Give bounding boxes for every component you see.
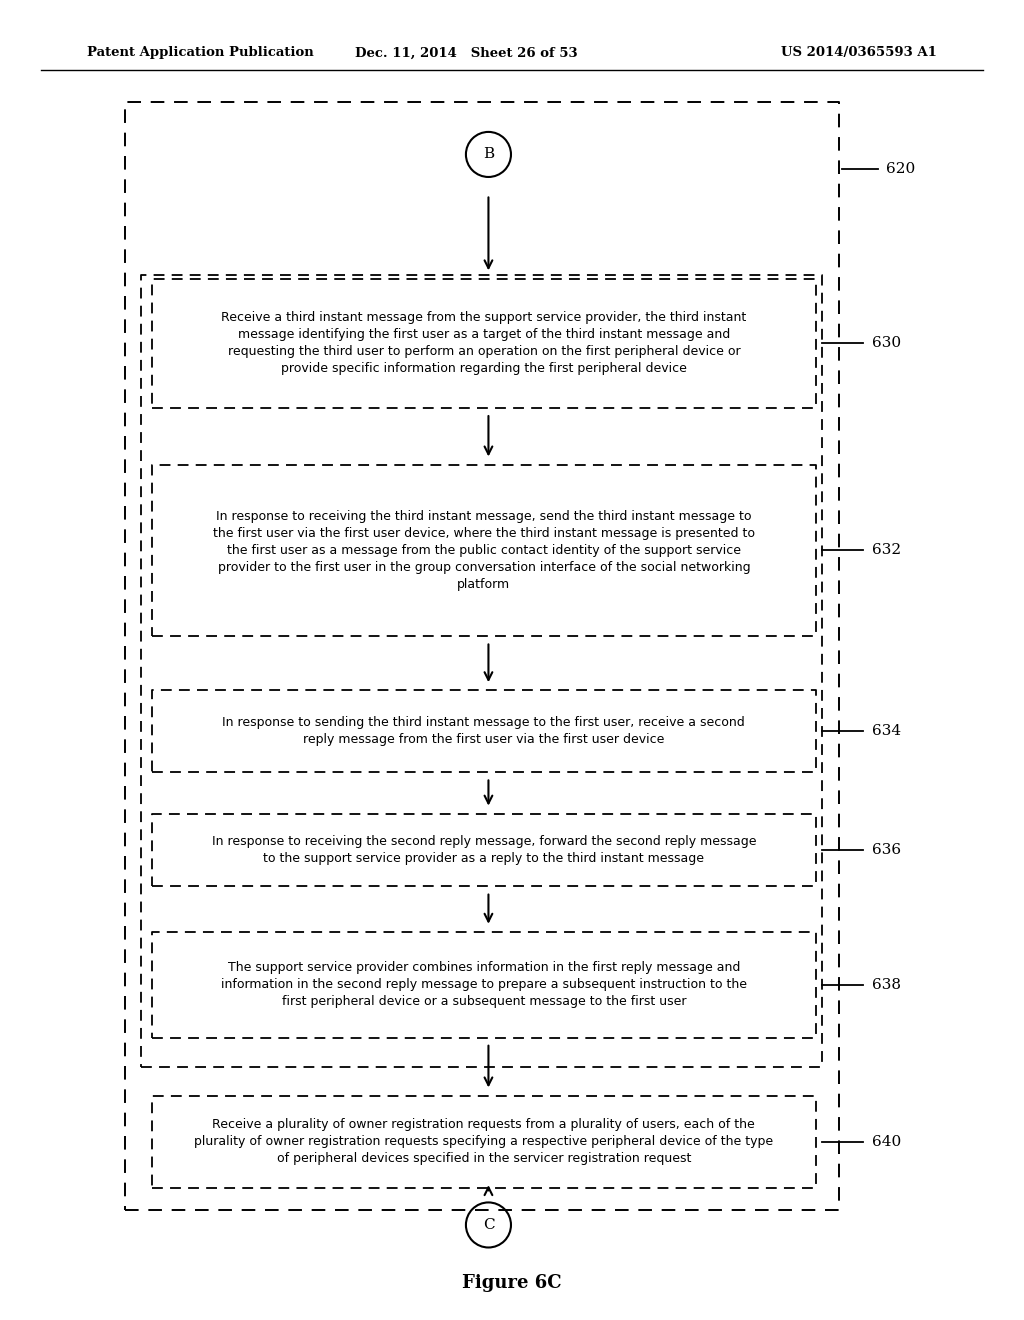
Text: US 2014/0365593 A1: US 2014/0365593 A1: [781, 46, 937, 59]
Text: 636: 636: [872, 843, 901, 857]
Text: Dec. 11, 2014   Sheet 26 of 53: Dec. 11, 2014 Sheet 26 of 53: [354, 46, 578, 59]
Text: B: B: [483, 148, 494, 161]
Text: Patent Application Publication: Patent Application Publication: [87, 46, 313, 59]
Text: In response to receiving the third instant message, send the third instant messa: In response to receiving the third insta…: [213, 510, 755, 591]
Text: Receive a plurality of owner registration requests from a plurality of users, ea: Receive a plurality of owner registratio…: [195, 1118, 773, 1166]
Text: 638: 638: [872, 978, 901, 991]
Text: In response to sending the third instant message to the first user, receive a se: In response to sending the third instant…: [222, 717, 745, 746]
Text: 630: 630: [872, 337, 901, 350]
Text: In response to receiving the second reply message, forward the second reply mess: In response to receiving the second repl…: [212, 836, 756, 865]
Text: 640: 640: [872, 1135, 902, 1148]
Text: 632: 632: [872, 544, 901, 557]
Text: 620: 620: [886, 162, 915, 176]
Text: Receive a third instant message from the support service provider, the third ins: Receive a third instant message from the…: [221, 312, 746, 375]
Text: C: C: [482, 1218, 495, 1232]
Text: Figure 6C: Figure 6C: [462, 1274, 562, 1292]
Text: 634: 634: [872, 725, 901, 738]
Text: The support service provider combines information in the first reply message and: The support service provider combines in…: [221, 961, 746, 1008]
